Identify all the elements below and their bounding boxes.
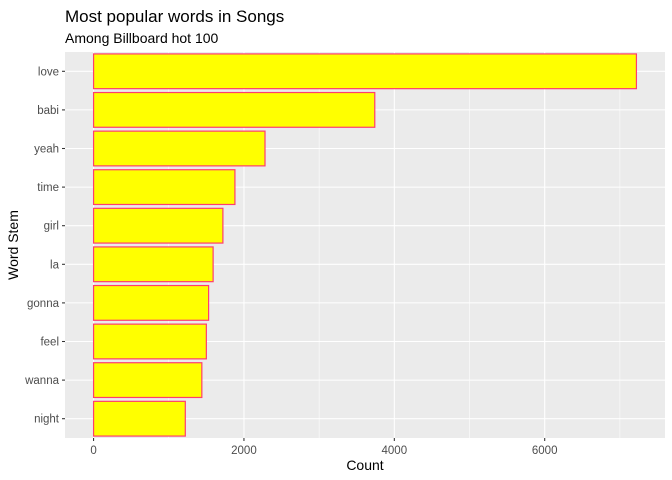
x-tick-label: 2000 [231, 445, 257, 457]
y-tick-label: girl [44, 221, 59, 233]
y-tick-label: wanna [24, 375, 59, 387]
y-axis: love babi yeah time girl la gonna feel wanna nigh… [24, 66, 65, 426]
bar-yeah [92, 130, 266, 167]
bar-night [92, 400, 186, 437]
bar-time [92, 169, 236, 206]
bar-feel [92, 323, 207, 360]
y-axis-title: Word Stem [5, 210, 21, 280]
bar-wanna [92, 362, 203, 399]
y-tick-label: gonna [27, 298, 60, 310]
y-tick-label: love [38, 66, 59, 78]
y-tick-label: time [37, 182, 59, 194]
chart-title: Most popular words in Songs [65, 7, 284, 26]
y-tick-label: babi [37, 105, 59, 117]
x-tick-label: 4000 [382, 445, 408, 457]
x-tick-label: 0 [90, 445, 96, 457]
bar-love [92, 53, 638, 90]
bar-babi [92, 91, 376, 128]
y-tick-label: la [50, 259, 60, 271]
x-axis: 0 2000 4000 6000 [90, 438, 557, 457]
chart-subtitle: Among Billboard hot 100 [65, 30, 219, 46]
x-axis-title: Count [346, 457, 383, 473]
x-tick-label: 6000 [532, 445, 558, 457]
bars [92, 53, 638, 437]
y-tick-label: night [34, 414, 60, 426]
bar-gonna [92, 284, 210, 321]
y-tick-label: feel [40, 337, 59, 349]
y-tick-label: yeah [34, 144, 59, 156]
bar-la [92, 246, 214, 283]
bar-girl [92, 207, 224, 244]
